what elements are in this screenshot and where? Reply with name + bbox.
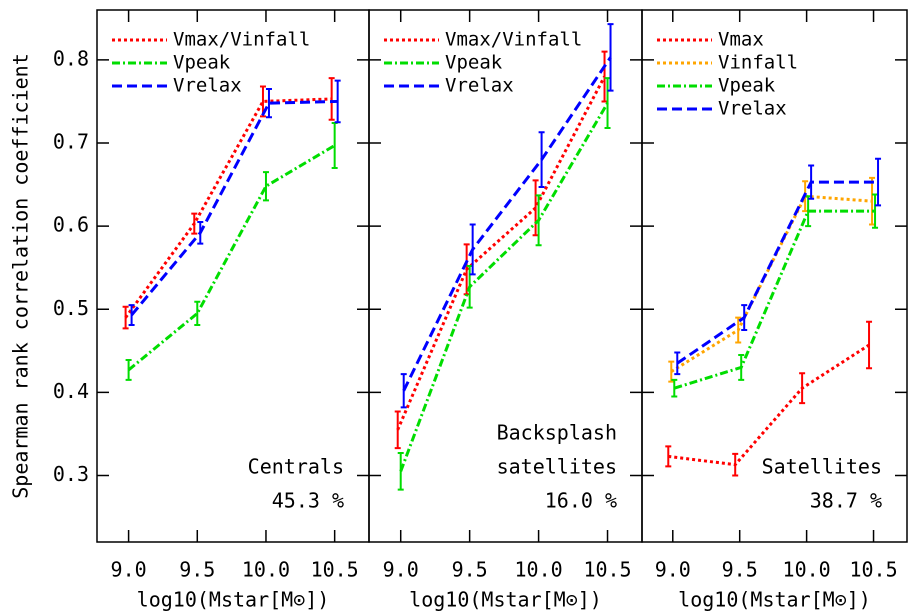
- y-axis-label: Spearman rank correlation coefficient: [9, 53, 33, 499]
- y-tick-label: 0.7: [53, 130, 89, 154]
- error-bar: [799, 372, 806, 405]
- x-tick-label: 10.5: [849, 558, 897, 582]
- error-bar: [805, 195, 812, 228]
- series-line: [673, 209, 876, 390]
- annotation: Centrals: [248, 455, 344, 479]
- error-bar: [397, 452, 404, 491]
- legend-label: Vmax: [718, 29, 764, 51]
- legend-label: Vrelax: [445, 75, 514, 97]
- legend-label: Vrelax: [173, 75, 242, 97]
- legend-label: Vmax/Vinfall: [173, 29, 310, 51]
- error-bar: [334, 79, 341, 124]
- legend-label: Vmax/Vinfall: [445, 29, 582, 51]
- x-axis-label: log10(Mstar[M⊙]): [137, 588, 330, 612]
- error-bar: [262, 171, 269, 202]
- error-bar: [738, 353, 745, 381]
- error-bar: [732, 452, 739, 477]
- error-bar: [604, 77, 611, 130]
- error-bar: [535, 194, 542, 247]
- error-bar: [671, 378, 678, 398]
- annotation: satellites: [497, 455, 617, 479]
- error-bar: [128, 304, 135, 327]
- legend-label: Vinfall: [718, 52, 798, 74]
- x-tick-label: 10.0: [783, 558, 831, 582]
- series-line: [399, 102, 609, 472]
- error-bar: [400, 373, 407, 409]
- error-bar: [265, 87, 272, 119]
- error-bar: [875, 157, 882, 207]
- x-tick-label: 9.0: [383, 558, 419, 582]
- error-bar: [538, 131, 545, 189]
- x-tick-label: 10.0: [242, 558, 290, 582]
- x-tick-label: 9.0: [655, 558, 691, 582]
- legend-label: Vpeak: [718, 75, 776, 97]
- annotation: 38.7 %: [810, 489, 882, 513]
- legend-label: Vrelax: [718, 98, 787, 120]
- x-tick-label: 9.5: [722, 558, 758, 582]
- annotation: 16.0 %: [545, 489, 617, 513]
- y-tick-label: 0.3: [53, 462, 89, 486]
- series-line: [124, 97, 332, 319]
- x-tick-label: 9.5: [452, 558, 488, 582]
- error-bar: [601, 50, 608, 103]
- annotation: Backsplash: [497, 421, 617, 445]
- annotation: Satellites: [762, 455, 882, 479]
- x-tick-label: 10.5: [583, 558, 631, 582]
- series-line: [396, 75, 606, 431]
- error-bar: [194, 300, 201, 327]
- error-bar: [394, 410, 401, 450]
- y-tick-label: 0.5: [53, 296, 89, 320]
- series-line: [668, 343, 870, 467]
- x-tick-label: 10.0: [515, 558, 563, 582]
- error-bar: [735, 316, 742, 344]
- error-bar: [866, 320, 873, 370]
- x-axis-label: log10(Mstar[M⊙]): [409, 588, 602, 612]
- x-tick-label: 9.0: [111, 558, 147, 582]
- annotation: 45.3 %: [272, 489, 344, 513]
- error-bar: [197, 220, 204, 245]
- x-axis-label: log10(Mstar[M⊙]): [678, 588, 871, 612]
- error-bar: [872, 193, 879, 229]
- legend-label: Vpeak: [445, 52, 503, 74]
- series-line: [676, 180, 879, 365]
- error-bar: [674, 351, 681, 376]
- legend-label: Vpeak: [173, 52, 231, 74]
- x-tick-label: 9.5: [179, 558, 215, 582]
- series-line: [127, 144, 336, 372]
- error-bar: [808, 164, 815, 200]
- series-line: [402, 56, 612, 392]
- error-bar: [607, 23, 614, 92]
- y-tick-label: 0.8: [53, 46, 89, 70]
- error-bar: [122, 305, 129, 330]
- y-tick-label: 0.6: [53, 213, 89, 237]
- error-bar: [469, 223, 476, 276]
- error-bar: [741, 304, 748, 332]
- error-bar: [191, 212, 198, 235]
- error-bar: [328, 77, 335, 121]
- error-bar: [125, 358, 132, 381]
- plot-frame: [641, 9, 908, 543]
- series-line: [130, 99, 338, 317]
- x-tick-label: 10.5: [311, 558, 359, 582]
- y-tick-label: 0.4: [53, 379, 89, 403]
- error-bar: [869, 176, 876, 226]
- error-bar: [665, 445, 672, 468]
